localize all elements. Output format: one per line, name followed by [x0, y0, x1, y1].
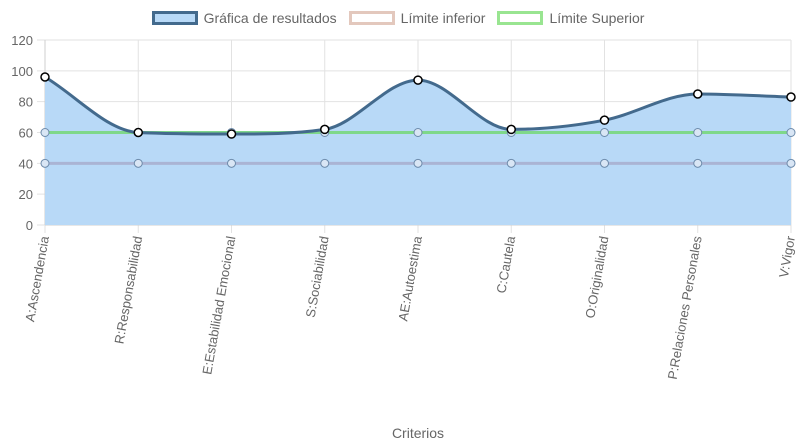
legend-label-lower: Límite inferior: [400, 10, 486, 26]
x-tick-label: P:Relaciones Personales: [665, 234, 705, 380]
results-point[interactable]: [599, 115, 610, 125]
y-tick-label: 60: [19, 126, 33, 141]
x-tick-label: V:Vigor: [776, 234, 796, 279]
y-tick-label: 120: [11, 33, 33, 48]
y-tick-label: 20: [19, 187, 33, 202]
y-tick-label: 80: [19, 95, 33, 110]
x-tick-label: C:Cautela: [493, 234, 518, 294]
results-point[interactable]: [413, 75, 423, 85]
results-point[interactable]: [40, 72, 50, 82]
lower-limit-point[interactable]: [227, 158, 236, 168]
y-tick-label: 100: [11, 64, 33, 79]
upper-limit-point[interactable]: [786, 128, 796, 137]
lower-limit-point[interactable]: [693, 158, 703, 168]
results-point[interactable]: [506, 124, 516, 135]
upper-limit-point[interactable]: [413, 128, 423, 137]
legend-swatch-upper: [497, 11, 544, 25]
results-point[interactable]: [320, 124, 330, 135]
legend-swatch-results: [151, 11, 198, 25]
legend-item-upper[interactable]: Límite Superior: [497, 10, 644, 26]
legend: Gráfica de resultados Límite inferior Lí…: [0, 0, 796, 36]
results-point[interactable]: [226, 129, 237, 139]
x-axis-title: Criterios: [392, 425, 444, 441]
results-point[interactable]: [693, 89, 703, 99]
lower-limit-point[interactable]: [40, 158, 50, 168]
x-tick-label: O:Originalidad: [582, 235, 611, 319]
y-tick-label: 0: [26, 218, 33, 233]
legend-item-results[interactable]: Gráfica de resultados: [151, 10, 337, 26]
x-tick-label: E:Estabilidad Emocional: [199, 235, 238, 376]
lower-limit-point[interactable]: [600, 158, 609, 168]
upper-limit-point[interactable]: [40, 128, 50, 137]
lower-limit-point[interactable]: [320, 158, 330, 168]
lower-limit-point[interactable]: [506, 158, 516, 168]
legend-label-results: Gráfica de resultados: [203, 10, 337, 26]
x-tick-label: A:Ascendencia: [22, 234, 52, 323]
lower-limit-point[interactable]: [413, 158, 423, 168]
upper-limit-point[interactable]: [600, 128, 609, 137]
x-tick-label: S:Sociabilidad: [303, 235, 332, 319]
results-point[interactable]: [786, 92, 796, 102]
lower-limit-point[interactable]: [133, 158, 143, 168]
upper-limit-point[interactable]: [693, 128, 703, 137]
legend-item-lower[interactable]: Límite inferior: [348, 10, 486, 26]
x-tick-label: AE:Autoestima: [395, 234, 425, 322]
y-tick-label: 40: [19, 156, 33, 171]
results-area-fill: [45, 77, 791, 225]
legend-swatch-lower: [348, 11, 395, 25]
legend-label-upper: Límite Superior: [549, 10, 645, 26]
lower-limit-point[interactable]: [786, 158, 796, 168]
x-tick-label: R:Responsabilidad: [111, 235, 145, 345]
results-point[interactable]: [133, 127, 143, 138]
